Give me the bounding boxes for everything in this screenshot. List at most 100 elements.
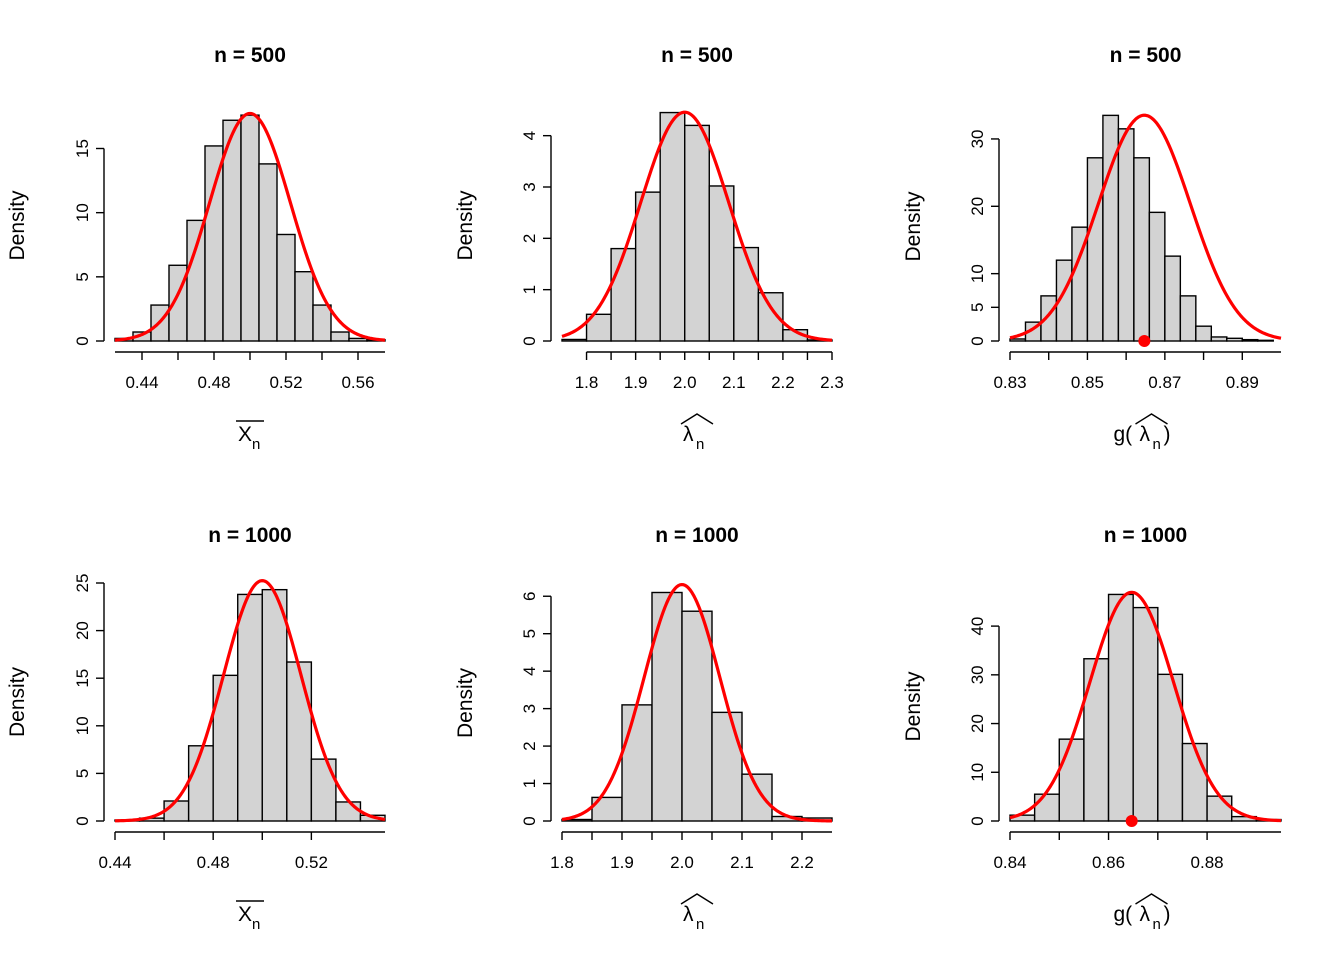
x-label-symbol: X: [238, 423, 252, 446]
y-tick-label: 2: [520, 741, 539, 750]
histogram-bar: [240, 114, 260, 342]
histogram-bar: [1083, 658, 1110, 822]
y-tick-label: 30: [968, 665, 987, 684]
histogram-bar: [711, 711, 743, 822]
histogram-bar: [258, 163, 278, 342]
histogram-bar: [659, 111, 686, 342]
x-label-symbol: X: [238, 903, 252, 926]
x-label-subscript: n: [1153, 916, 1161, 933]
histogram-bar: [1148, 211, 1166, 342]
y-tick-label: 4: [520, 666, 539, 675]
true-value-marker: [1138, 335, 1151, 347]
normal-density-curve: [561, 110, 833, 342]
panel-3: n = 500 0.83 0.85 0.87 0.89 0 5 10 20 30 Density g(…: [902, 44, 1282, 453]
panel-1: n = 500 0.44 0.48 0.52 0.56 0 5 10 15 Density X n: [6, 44, 386, 453]
x-tick-label: 2.0: [673, 373, 697, 392]
y-axis-label: Density: [902, 191, 925, 262]
true-value-marker: [1125, 815, 1138, 827]
histogram-bar: [204, 145, 224, 342]
histogram-bar: [186, 219, 206, 342]
histogram-bar: [348, 337, 368, 342]
x-tick-label: 0.52: [269, 373, 302, 392]
y-tick-label: 0: [520, 816, 539, 825]
panel-title: n = 1000: [1104, 524, 1187, 547]
x-label-symbol: λ: [1140, 423, 1151, 446]
x-tick-label: 2.0: [670, 853, 694, 872]
y-tick-label: 25: [73, 574, 92, 593]
x-tick-label: 0.88: [1191, 853, 1224, 872]
y-tick-label: 5: [73, 272, 92, 281]
histogram-bar: [330, 331, 350, 342]
histogram-bar: [310, 758, 337, 822]
y-tick-label: 5: [968, 303, 987, 312]
y-tick-label: 3: [520, 704, 539, 713]
widehat: [1135, 893, 1168, 905]
x-tick-label: 1.9: [610, 853, 634, 872]
x-label-subscript: n: [252, 916, 260, 933]
x-label-symbol: λ: [1140, 903, 1151, 926]
x-tick-label: 1.9: [624, 373, 648, 392]
x-label-subscript: n: [696, 916, 704, 933]
y-tick-label: 6: [520, 592, 539, 601]
histogram-bar: [294, 271, 314, 342]
y-tick-label: 10: [73, 716, 92, 735]
panel-6: n = 1000 0.84 0.86 0.88 0 10 20 30 40 Density g(λ n…: [902, 524, 1282, 933]
y-tick-label: 20: [968, 197, 987, 216]
y-tick-label: 30: [968, 129, 987, 148]
x-tick-label: 2.1: [730, 853, 754, 872]
histogram-bar: [1086, 157, 1104, 342]
histogram-bar: [621, 704, 653, 822]
histogram-bar: [312, 304, 332, 342]
y-tick-label: 20: [73, 621, 92, 640]
histogram-bar: [634, 191, 661, 342]
x-tick-label: 1.8: [550, 853, 574, 872]
normal-density-curve: [561, 582, 833, 823]
y-tick-label: 10: [73, 203, 92, 222]
histogram-bar: [1009, 338, 1027, 342]
histogram-bar: [335, 801, 362, 822]
y-tick-label: 0: [73, 816, 92, 825]
normal-density-curve: [1009, 590, 1282, 823]
x-axis-label: g(λ n): [1114, 413, 1171, 453]
histogram-bar: [741, 773, 773, 822]
histogram-bar: [1164, 255, 1182, 342]
y-tick-label: 0: [968, 816, 987, 825]
y-axis-label: Density: [6, 190, 29, 261]
histogram-bar: [276, 233, 296, 342]
x-label-subscript: n: [696, 436, 704, 453]
y-axis-label: Density: [454, 190, 477, 261]
histogram-bar: [163, 800, 190, 822]
histogram-bar: [237, 593, 263, 822]
y-tick-label: 5: [520, 629, 539, 638]
y-tick-label: 15: [73, 669, 92, 688]
panel-5: n = 1000 1.8 1.9 2.0 2.1 2.2 0 1 2 3 4 5 6 Density λ n: [454, 524, 833, 933]
y-tick-label: 1: [520, 285, 539, 294]
x-tick-label: 0.87: [1148, 373, 1181, 392]
y-tick-label: 1: [520, 779, 539, 788]
histogram-bar: [733, 246, 760, 342]
x-tick-label: 1.8: [575, 373, 599, 392]
histogram-bar: [681, 610, 713, 822]
y-tick-label: 0: [73, 336, 92, 345]
histogram-bar: [561, 338, 588, 342]
x-label-symbol: λ: [683, 903, 694, 926]
panel-title: n = 500: [1110, 44, 1182, 67]
normal-density-curve: [114, 579, 386, 823]
x-label-subscript: n: [252, 436, 260, 453]
widehat: [1135, 413, 1168, 425]
histogram-bar: [1179, 295, 1197, 342]
y-tick-label: 3: [520, 182, 539, 191]
x-label-paren: ): [1164, 903, 1171, 926]
y-tick-label: 4: [520, 131, 539, 140]
y-tick-label: 20: [968, 714, 987, 733]
panel-title: n = 1000: [655, 524, 738, 547]
x-tick-label: 2.2: [771, 373, 795, 392]
histogram-bar: [1226, 337, 1243, 342]
panel-4: n = 1000 0.44 0.48 0.52 0 5 10 15 20 25 Density X n: [6, 524, 386, 933]
histogram-bar: [1206, 795, 1233, 822]
panel-title: n = 500: [214, 44, 286, 67]
